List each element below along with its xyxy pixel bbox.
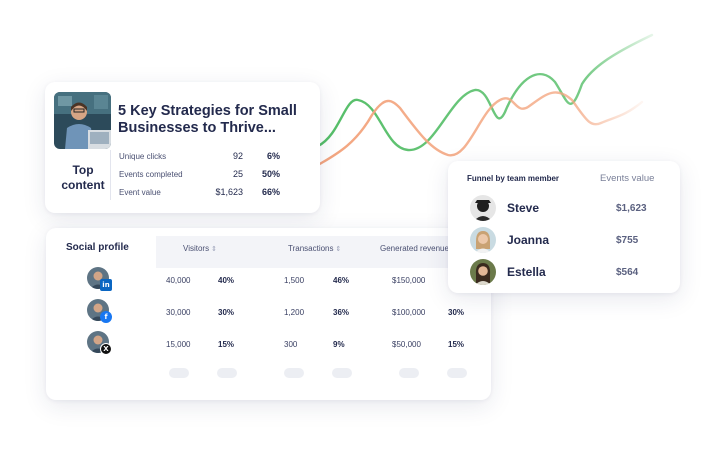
transactions-percent: 46% bbox=[333, 276, 350, 285]
transactions-value: 1,200 bbox=[284, 308, 305, 317]
transactions-value: 300 bbox=[284, 340, 298, 349]
column-header-visitors[interactable]: Visitors ⇕ bbox=[183, 244, 217, 253]
column-header-revenue[interactable]: Generated revenue bbox=[380, 244, 474, 253]
placeholder-pill bbox=[217, 368, 237, 378]
placeholder-pill bbox=[169, 368, 189, 378]
revenue-value: $100,000 bbox=[392, 308, 426, 317]
placeholder-pill bbox=[284, 368, 304, 378]
visitors-percent: 30% bbox=[218, 308, 235, 317]
table-row[interactable]: f 30,000 30% 1,200 36% $100,000 30% bbox=[46, 299, 491, 327]
sort-arrows-icon[interactable]: ⇕ bbox=[335, 246, 342, 253]
placeholder-pill bbox=[399, 368, 419, 378]
table-header-band bbox=[156, 236, 474, 268]
metric-label: Event value bbox=[119, 188, 161, 197]
metric-label: Unique clicks bbox=[119, 152, 167, 161]
revenue-percent: 15% bbox=[448, 340, 465, 349]
revenue-percent: 30% bbox=[448, 308, 465, 317]
placeholder-pill bbox=[332, 368, 352, 378]
member-value: $1,623 bbox=[616, 203, 647, 214]
avatar bbox=[470, 195, 496, 221]
metric-value: 25 bbox=[232, 169, 243, 179]
visitors-percent: 15% bbox=[218, 340, 235, 349]
transactions-percent: 9% bbox=[333, 340, 345, 349]
funnel-card: Funnel by team member Events value Steve… bbox=[448, 161, 680, 293]
avatar bbox=[470, 259, 496, 285]
linkedin-icon: in bbox=[100, 279, 112, 291]
metric-percent: 6% bbox=[266, 151, 280, 161]
list-item[interactable]: Joanna $755 bbox=[448, 227, 680, 255]
metric-percent: 50% bbox=[261, 169, 280, 179]
transactions-value: 1,500 bbox=[284, 276, 305, 285]
column-label: Generated revenue bbox=[380, 244, 449, 253]
green-trend-line bbox=[316, 33, 654, 152]
top-content-label: Top content bbox=[61, 163, 105, 192]
metric-label: Events completed bbox=[119, 170, 183, 179]
member-name: Steve bbox=[507, 201, 540, 215]
column-label: Visitors bbox=[183, 244, 210, 253]
article-title[interactable]: 5 Key Strategies for Small Businesses to… bbox=[118, 103, 297, 136]
transactions-percent: 36% bbox=[333, 308, 350, 317]
social-profile-card: Social profile Visitors ⇕ Transactions ⇕ G… bbox=[46, 228, 491, 400]
social-profile-title: Social profile bbox=[66, 242, 129, 253]
metric-row-event-value: Event value $1,623 66% bbox=[119, 184, 315, 200]
column-label: Transactions bbox=[288, 244, 334, 253]
metric-row-unique-clicks: Unique clicks 92 6% bbox=[119, 148, 315, 164]
column-header-transactions[interactable]: Transactions ⇕ bbox=[288, 244, 341, 253]
visitors-value: 15,000 bbox=[166, 340, 191, 349]
article-thumbnail[interactable] bbox=[54, 92, 111, 149]
avatar bbox=[470, 227, 496, 253]
metric-row-events-completed: Events completed 25 50% bbox=[119, 166, 315, 182]
top-content-card: 5 Key Strategies for Small Businesses to… bbox=[45, 82, 320, 213]
events-value-header: Events value bbox=[600, 173, 655, 184]
member-value: $564 bbox=[616, 267, 639, 278]
table-row[interactable]: X 15,000 15% 300 9% $50,000 15% bbox=[46, 331, 491, 359]
member-value: $755 bbox=[616, 235, 639, 246]
divider bbox=[110, 150, 111, 200]
metric-value: 92 bbox=[232, 151, 243, 161]
member-name: Estella bbox=[507, 265, 546, 279]
sort-arrows-icon[interactable]: ⇕ bbox=[211, 246, 217, 253]
revenue-value: $50,000 bbox=[392, 340, 421, 349]
visitors-value: 30,000 bbox=[166, 308, 191, 317]
visitors-percent: 40% bbox=[218, 276, 235, 285]
visitors-value: 40,000 bbox=[166, 276, 191, 285]
metric-percent: 66% bbox=[261, 187, 280, 197]
placeholder-pill bbox=[447, 368, 467, 378]
revenue-value: $150,000 bbox=[392, 276, 426, 285]
facebook-icon: f bbox=[100, 311, 112, 323]
list-item[interactable]: Estella $564 bbox=[448, 259, 680, 287]
metric-value: $1,623 bbox=[215, 187, 243, 197]
orange-trend-line bbox=[316, 91, 644, 167]
table-row[interactable]: in 40,000 40% 1,500 46% $150,000 bbox=[46, 267, 491, 295]
member-name: Joanna bbox=[507, 233, 550, 247]
list-item[interactable]: Steve $1,623 bbox=[448, 195, 680, 223]
x-icon: X bbox=[100, 343, 112, 355]
funnel-title: Funnel by team member bbox=[467, 174, 560, 183]
